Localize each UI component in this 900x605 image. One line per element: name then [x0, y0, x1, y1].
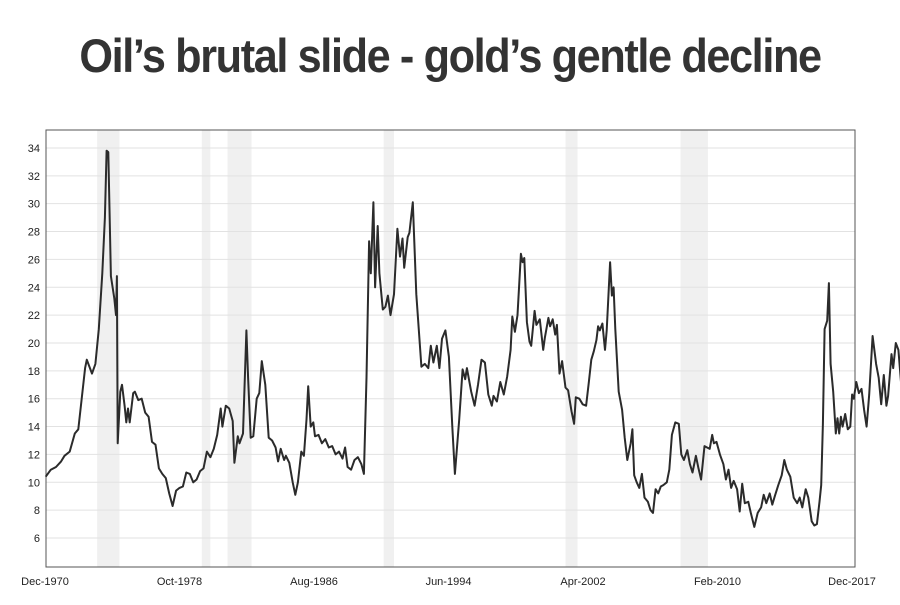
recession-band: [383, 130, 394, 567]
x-axis-ticks: Dec-1970 Oct-1978 Aug-1986 Jun-1994 Apr-2002…: [21, 576, 876, 588]
recession-band: [201, 130, 211, 567]
y-tick-label: 10: [28, 477, 40, 489]
recession-band: [680, 130, 708, 567]
y-tick-label: 34: [28, 143, 40, 155]
recession-band: [97, 130, 120, 567]
y-tick-label: 18: [28, 366, 40, 378]
x-tick-label: Jun-1994: [426, 576, 472, 588]
y-tick-label: 24: [28, 282, 40, 294]
y-tick-label: 12: [28, 449, 40, 461]
y-tick-label: 20: [28, 338, 40, 350]
y-tick-label: 28: [28, 227, 40, 239]
x-tick-label: Oct-1978: [157, 576, 202, 588]
y-tick-label: 8: [34, 505, 40, 517]
y-axis-ticks: 6 8 10 12 14 16 18 20 22 24 26 28 30 32 34: [28, 143, 40, 545]
x-tick-label: Apr-2002: [560, 576, 605, 588]
x-tick-label: Feb-2010: [694, 576, 741, 588]
data-line: [44, 149, 900, 528]
recession-bands: [97, 130, 708, 567]
x-tick-label: Aug-1986: [290, 576, 338, 588]
y-tick-label: 26: [28, 254, 40, 266]
y-tick-label: 16: [28, 394, 40, 406]
x-tick-label: Dec-1970: [21, 576, 69, 588]
y-tick-label: 22: [28, 310, 40, 322]
plot-frame: [45, 129, 856, 568]
x-tick-label: Dec-2017: [828, 576, 876, 588]
y-tick-label: 30: [28, 199, 40, 211]
recession-band: [565, 130, 578, 567]
y-tick-label: 32: [28, 171, 40, 183]
y-tick-label: 6: [34, 533, 40, 545]
y-tick-label: 14: [28, 422, 40, 434]
gridlines: [46, 147, 855, 539]
chart-title: Oil’s brutal slide - gold’s gentle decli…: [79, 29, 822, 82]
